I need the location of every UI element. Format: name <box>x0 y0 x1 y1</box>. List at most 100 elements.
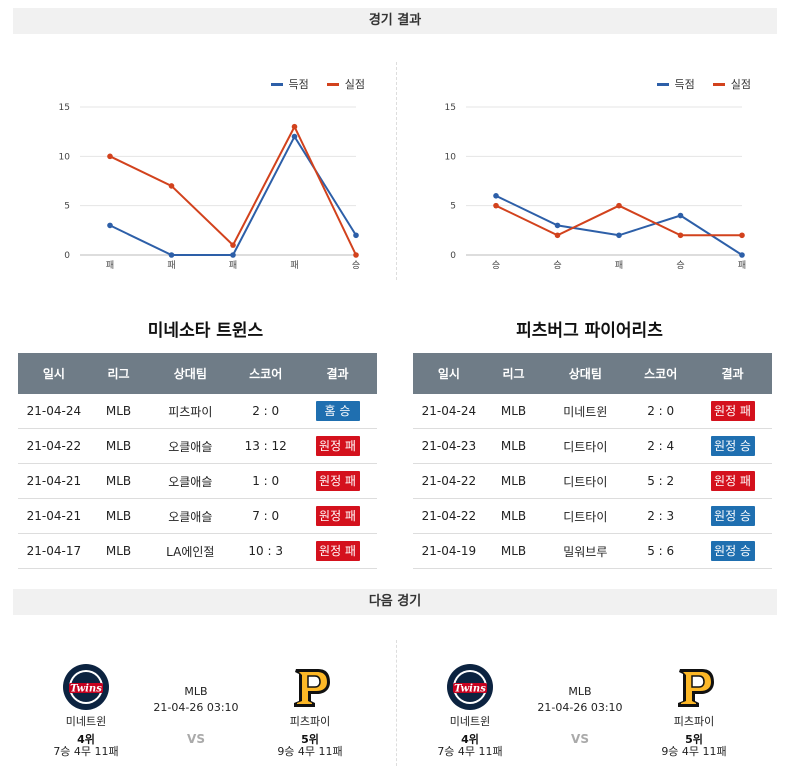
data-point <box>554 222 561 229</box>
table-header-row: 일시 리그 상대팀 스코어 결과 <box>413 353 772 394</box>
result-badge: 홈 승 <box>315 401 360 421</box>
score-cell: 10 : 3 <box>233 533 298 569</box>
away-team-name: 피츠파이 <box>673 715 715 728</box>
x-tick-label: 승 <box>553 260 561 271</box>
result-badge: 원정 패 <box>315 436 360 456</box>
result-badge: 원정 승 <box>710 506 755 526</box>
team-title-minnesota: 미네소타 트윈스 <box>147 321 264 341</box>
date-cell: 21-04-22 <box>18 428 90 464</box>
y-tick-label: 0 <box>64 251 70 261</box>
data-point <box>107 153 113 160</box>
result-cell: 원정 승 <box>693 428 772 464</box>
data-point <box>616 202 622 209</box>
result-cell: 원정 패 <box>298 498 377 534</box>
away-team-record: 9승 4무 11패 <box>661 745 727 758</box>
game-league: MLB <box>568 685 592 698</box>
result-cell: 원정 승 <box>693 498 772 534</box>
game-datetime: 21-04-26 03:10 <box>537 701 623 714</box>
league-cell: MLB <box>484 498 543 534</box>
score-cell: 5 : 2 <box>628 463 693 499</box>
result-cell: 홈 승 <box>298 394 377 429</box>
vs-label: VS <box>571 732 589 746</box>
pirates-logo-icon <box>286 663 334 711</box>
data-point <box>353 252 359 258</box>
x-tick-label: 패 <box>167 260 175 271</box>
date-cell: 21-04-21 <box>18 463 90 499</box>
y-tick-label: 5 <box>64 202 70 212</box>
score-cell: 13 : 12 <box>233 428 298 464</box>
table-row: 21-04-24 MLB 피츠파이 2 : 0 홈 승 <box>18 394 377 429</box>
chart-svg: 0 5 10 15 승 승 패 승 패 <box>445 103 747 271</box>
home-team-name: 미네트윈 <box>449 715 491 728</box>
result-badge: 원정 패 <box>710 401 755 421</box>
y-tick-label: 5 <box>450 202 456 212</box>
away-team-name: 피츠파이 <box>289 715 331 728</box>
data-point <box>230 242 236 248</box>
y-tick-label: 15 <box>59 103 70 113</box>
away-team-record: 9승 4무 11패 <box>277 745 343 758</box>
column-header: 결과 <box>298 353 377 394</box>
series-line-scored <box>109 134 357 256</box>
result-badge: 원정 패 <box>315 471 360 491</box>
home-team-rank: 4위 <box>461 733 479 746</box>
y-tick-label: 10 <box>59 152 71 162</box>
league-cell: MLB <box>484 463 543 499</box>
result-badge: 원정 승 <box>710 541 755 561</box>
pirates-logo-icon <box>670 663 718 711</box>
result-badge: 원정 패 <box>315 506 360 526</box>
y-tick-label: 0 <box>450 251 456 261</box>
x-tick-label: 승 <box>492 260 500 271</box>
column-header: 일시 <box>18 353 90 394</box>
legend-swatch-scored <box>656 82 669 86</box>
next-game-card: Twins 미네트윈 4위 7승 4무 11패 피츠파이 5위 9승 4무 11패 MLB 2… <box>398 655 774 765</box>
home-team-record: 7승 4무 11패 <box>437 745 503 758</box>
column-header: 결과 <box>693 353 772 394</box>
date-cell: 21-04-23 <box>413 428 485 464</box>
score-cell: 7 : 0 <box>233 498 298 534</box>
svg-text:Twins: Twins <box>454 684 486 695</box>
table-row: 21-04-21 MLB 오클애슬 7 : 0 원정 패 <box>18 498 377 534</box>
legend-swatch-conceded <box>712 82 725 86</box>
results-table-pittsburgh: 일시 리그 상대팀 스코어 결과 21-04-24 MLB 미네트윈 2 : 0 원정 패 21-0… <box>413 353 772 569</box>
data-point <box>554 232 561 239</box>
data-point <box>493 202 499 209</box>
score-cell: 2 : 3 <box>628 498 693 534</box>
data-point <box>291 123 298 130</box>
x-tick-label: 패 <box>229 260 237 271</box>
result-cell: 원정 패 <box>693 463 772 499</box>
away-team-rank: 5위 <box>301 733 319 746</box>
away-team-rank: 5위 <box>685 733 703 746</box>
opponent-cell: 디트타이 <box>542 463 629 499</box>
league-cell: MLB <box>484 394 543 429</box>
league-cell: MLB <box>89 498 148 534</box>
table-row: 21-04-19 MLB 밀워브루 5 : 6 원정 승 <box>413 533 772 569</box>
home-team-record: 7승 4무 11패 <box>53 745 119 758</box>
y-tick-label: 15 <box>445 103 456 113</box>
data-point <box>230 252 236 258</box>
score-cell: 1 : 0 <box>233 463 298 499</box>
results-section-header: 경기 결과 <box>13 8 777 34</box>
result-badge: 원정 승 <box>710 436 755 456</box>
data-point <box>493 193 499 199</box>
table-row: 21-04-22 MLB 오클애슬 13 : 12 원정 패 <box>18 428 377 464</box>
league-cell: MLB <box>89 394 148 429</box>
data-point <box>739 232 745 239</box>
date-cell: 21-04-19 <box>413 533 485 569</box>
data-point <box>739 252 745 258</box>
table-row: 21-04-21 MLB 오클애슬 1 : 0 원정 패 <box>18 463 377 499</box>
data-point <box>168 252 175 258</box>
score-cell: 5 : 6 <box>628 533 693 569</box>
next-game-divider <box>396 640 397 766</box>
chart-legend: 득점 실점 <box>656 76 751 92</box>
league-cell: MLB <box>484 428 543 464</box>
twins-logo-icon: Twins <box>446 663 494 711</box>
score-cell: 2 : 0 <box>628 394 693 429</box>
score-cell: 2 : 0 <box>233 394 298 429</box>
column-header: 스코어 <box>233 353 298 394</box>
score-cell: 2 : 4 <box>628 428 693 464</box>
result-badge: 원정 패 <box>315 541 360 561</box>
data-point <box>677 212 684 219</box>
opponent-cell: 오클애슬 <box>147 428 234 464</box>
column-header: 상대팀 <box>147 353 234 394</box>
